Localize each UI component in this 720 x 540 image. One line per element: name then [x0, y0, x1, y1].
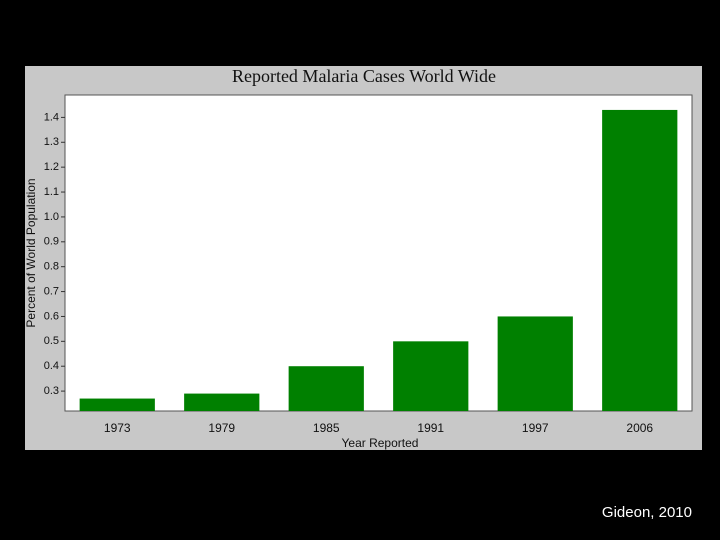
bar — [288, 366, 364, 411]
x-tick-label: 1997 — [522, 421, 549, 435]
bar — [393, 341, 469, 411]
x-axis-label: Year Reported — [342, 436, 419, 450]
y-tick-label: 1.4 — [44, 111, 59, 123]
bar — [497, 316, 573, 411]
y-tick-label: 1.1 — [44, 186, 59, 198]
y-tick-label: 0.5 — [44, 335, 59, 347]
x-tick-label: 1985 — [313, 421, 340, 435]
y-tick-label: 1.0 — [44, 211, 59, 223]
x-tick-label: 1991 — [417, 421, 444, 435]
y-tick-label: 0.7 — [44, 285, 59, 297]
y-axis-label: Percent of World Population — [24, 178, 38, 327]
y-tick-label: 0.8 — [44, 261, 59, 273]
bar — [184, 393, 260, 411]
y-tick-label: 0.3 — [44, 385, 59, 397]
bar — [79, 398, 155, 411]
y-tick-label: 0.9 — [44, 236, 59, 248]
x-tick-label: 2006 — [626, 421, 653, 435]
y-tick-label: 0.6 — [44, 310, 59, 322]
y-tick-label: 1.3 — [44, 136, 59, 148]
chart-title: Reported Malaria Cases World Wide — [232, 66, 496, 86]
x-tick-label: 1973 — [104, 421, 131, 435]
y-tick-label: 0.4 — [44, 360, 59, 372]
plot-area — [64, 94, 693, 412]
y-tick-label: 1.2 — [44, 161, 59, 173]
bar — [602, 109, 678, 411]
x-tick-label: 1979 — [208, 421, 235, 435]
source-note: Gideon, 2010 — [602, 504, 692, 521]
